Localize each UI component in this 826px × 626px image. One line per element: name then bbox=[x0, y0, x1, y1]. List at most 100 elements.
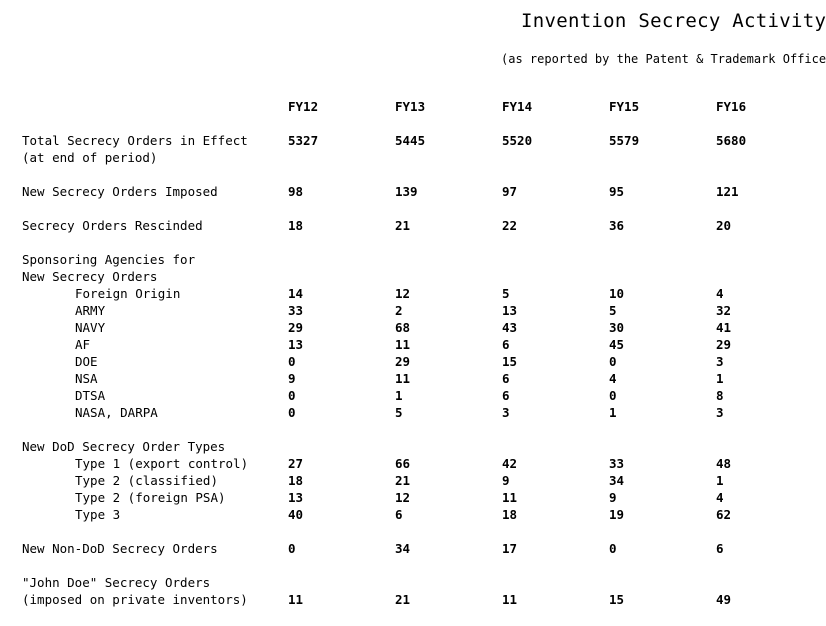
table-cell: 4 bbox=[609, 371, 617, 386]
row-label: "John Doe" Secrecy Orders bbox=[22, 575, 211, 590]
table-cell: 1 bbox=[716, 371, 724, 386]
table-cell: 0 bbox=[288, 541, 296, 556]
table-cell: 42 bbox=[502, 456, 518, 471]
table-cell: 66 bbox=[395, 456, 411, 471]
table-cell: 13 bbox=[502, 303, 518, 318]
row-label: New Secrecy Orders bbox=[22, 269, 158, 284]
table-cell: 21 bbox=[395, 473, 411, 488]
table-cell: 0 bbox=[609, 388, 617, 403]
table-cell: 3 bbox=[502, 405, 510, 420]
table-cell: 21 bbox=[395, 218, 411, 233]
row-label: Total Secrecy Orders in Effect bbox=[22, 133, 248, 148]
table-cell: 27 bbox=[288, 456, 304, 471]
table-cell: 33 bbox=[288, 303, 304, 318]
table-cell: 1 bbox=[609, 405, 617, 420]
table-cell: 3 bbox=[716, 354, 724, 369]
sub-row-label: AF bbox=[75, 337, 91, 352]
table-cell: 5520 bbox=[502, 133, 533, 148]
sub-row-label: Type 2 (foreign PSA) bbox=[75, 490, 226, 505]
table-cell: 15 bbox=[502, 354, 518, 369]
year-header: FY13 bbox=[395, 99, 426, 114]
row-label: New Non-DoD Secrecy Orders bbox=[22, 541, 218, 556]
table-cell: 98 bbox=[288, 184, 304, 199]
table-cell: 6 bbox=[502, 371, 510, 386]
table-cell: 36 bbox=[609, 218, 625, 233]
table-cell: 32 bbox=[716, 303, 732, 318]
table-cell: 6 bbox=[502, 337, 510, 352]
table-cell: 11 bbox=[502, 490, 518, 505]
table-cell: 5327 bbox=[288, 133, 319, 148]
row-label: (imposed on private inventors) bbox=[22, 592, 248, 607]
table-cell: 30 bbox=[609, 320, 625, 335]
table-cell: 95 bbox=[609, 184, 625, 199]
table-cell: 20 bbox=[716, 218, 732, 233]
table-cell: 48 bbox=[716, 456, 732, 471]
table-cell: 0 bbox=[609, 541, 617, 556]
year-header: FY15 bbox=[609, 99, 640, 114]
row-label: Secrecy Orders Rescinded bbox=[22, 218, 203, 233]
sub-row-label: NAVY bbox=[75, 320, 106, 335]
table-cell: 34 bbox=[395, 541, 411, 556]
table-cell: 49 bbox=[716, 592, 732, 607]
table-cell: 68 bbox=[395, 320, 411, 335]
table-cell: 41 bbox=[716, 320, 732, 335]
table-cell: 0 bbox=[288, 354, 296, 369]
sub-row-label: ARMY bbox=[75, 303, 106, 318]
table-cell: 19 bbox=[609, 507, 625, 522]
row-label: (at end of period) bbox=[22, 150, 158, 165]
table-cell: 11 bbox=[395, 337, 411, 352]
table-cell: 11 bbox=[288, 592, 304, 607]
table-cell: 4 bbox=[716, 286, 724, 301]
sub-row-label: Type 3 bbox=[75, 507, 121, 522]
table-cell: 17 bbox=[502, 541, 518, 556]
table-cell: 8 bbox=[716, 388, 724, 403]
page-subtitle: (as reported by the Patent & Trademark O… bbox=[501, 52, 826, 66]
table-cell: 21 bbox=[395, 592, 411, 607]
table-cell: 12 bbox=[395, 490, 411, 505]
year-header: FY16 bbox=[716, 99, 747, 114]
table-cell: 1 bbox=[716, 473, 724, 488]
table-cell: 5445 bbox=[395, 133, 426, 148]
table-cell: 14 bbox=[288, 286, 304, 301]
table-cell: 29 bbox=[288, 320, 304, 335]
sub-row-label: Foreign Origin bbox=[75, 286, 181, 301]
table-cell: 5680 bbox=[716, 133, 747, 148]
sub-row-label: NSA bbox=[75, 371, 98, 386]
table-cell: 121 bbox=[716, 184, 739, 199]
sub-row-label: Type 1 (export control) bbox=[75, 456, 249, 471]
table-cell: 5 bbox=[395, 405, 403, 420]
sub-row-label: Type 2 (classified) bbox=[75, 473, 218, 488]
table-cell: 9 bbox=[609, 490, 617, 505]
table-cell: 1 bbox=[395, 388, 403, 403]
table-cell: 13 bbox=[288, 337, 304, 352]
table-cell: 6 bbox=[502, 388, 510, 403]
row-label: New DoD Secrecy Order Types bbox=[22, 439, 226, 454]
table-cell: 43 bbox=[502, 320, 518, 335]
table-cell: 11 bbox=[395, 371, 411, 386]
sub-row-label: DOE bbox=[75, 354, 98, 369]
table-cell: 29 bbox=[716, 337, 732, 352]
table-cell: 5 bbox=[502, 286, 510, 301]
table-cell: 3 bbox=[716, 405, 724, 420]
table-cell: 6 bbox=[395, 507, 403, 522]
page-title: Invention Secrecy Activity bbox=[521, 10, 826, 32]
table-cell: 62 bbox=[716, 507, 732, 522]
table-cell: 34 bbox=[609, 473, 625, 488]
table-cell: 10 bbox=[609, 286, 625, 301]
table-cell: 11 bbox=[502, 592, 518, 607]
table-cell: 33 bbox=[609, 456, 625, 471]
table-cell: 139 bbox=[395, 184, 418, 199]
table-cell: 97 bbox=[502, 184, 518, 199]
table-cell: 18 bbox=[502, 507, 518, 522]
sub-row-label: NASA, DARPA bbox=[75, 405, 158, 420]
table-cell: 0 bbox=[288, 405, 296, 420]
table-cell: 18 bbox=[288, 473, 304, 488]
sub-row-label: DTSA bbox=[75, 388, 106, 403]
table-cell: 9 bbox=[502, 473, 510, 488]
table-cell: 18 bbox=[288, 218, 304, 233]
year-header: FY14 bbox=[502, 99, 533, 114]
table-cell: 4 bbox=[716, 490, 724, 505]
table-cell: 22 bbox=[502, 218, 518, 233]
table-cell: 9 bbox=[288, 371, 296, 386]
table-cell: 40 bbox=[288, 507, 304, 522]
